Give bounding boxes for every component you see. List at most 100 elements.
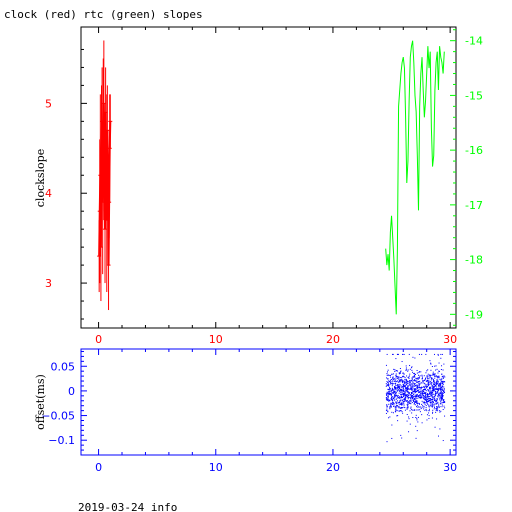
offset-point	[389, 404, 391, 406]
offset-point	[407, 369, 409, 371]
offset-point	[408, 380, 410, 382]
offset-point	[441, 378, 443, 380]
offset-point	[432, 386, 434, 388]
offset-point	[430, 362, 432, 364]
offset-point	[433, 408, 435, 410]
offset-point	[408, 381, 410, 383]
offset-point	[428, 398, 430, 400]
offset-point	[425, 399, 427, 401]
offset-point	[397, 395, 399, 397]
offset-point	[404, 382, 406, 384]
offset-point	[432, 409, 434, 411]
offset-point	[416, 372, 418, 374]
offset-point	[401, 394, 403, 396]
offset-point	[433, 405, 435, 407]
offset-point	[419, 380, 421, 382]
slopes-x-tick-label: 20	[326, 333, 340, 346]
offset-point	[419, 387, 421, 389]
offset-point	[399, 386, 401, 388]
offset-point	[406, 381, 408, 383]
offset-point	[427, 389, 429, 391]
offset-point	[415, 374, 417, 376]
offset-point	[429, 398, 431, 400]
offset-point	[434, 426, 436, 428]
offset-point	[407, 391, 409, 393]
slopes-y-tick-label-left: 3	[45, 277, 52, 290]
offset-point	[439, 393, 441, 395]
offset-point	[421, 422, 423, 424]
offset-point	[425, 394, 427, 396]
offset-point	[432, 387, 434, 389]
offset-point	[392, 388, 394, 390]
offset-point	[440, 396, 442, 398]
offset-point	[402, 376, 404, 378]
offset-point	[425, 408, 427, 410]
offset-point	[387, 378, 389, 380]
offset-point	[388, 392, 390, 394]
offset-point	[415, 394, 417, 396]
offset-point	[386, 377, 388, 379]
offset-point	[407, 396, 409, 398]
offset-point	[429, 386, 431, 388]
offset-point	[439, 396, 441, 398]
offset-point	[428, 404, 430, 406]
offset-point	[406, 400, 408, 402]
offset-point	[433, 385, 435, 387]
offset-point	[436, 407, 438, 409]
offset-point	[414, 382, 416, 384]
offset-point	[421, 403, 423, 405]
offset-point	[402, 386, 404, 388]
offset-point	[440, 382, 442, 384]
offset-point	[410, 409, 412, 411]
offset-point	[440, 383, 442, 385]
offset-point	[436, 398, 438, 400]
offset-point	[390, 394, 392, 396]
offset-point	[413, 385, 415, 387]
offset-point	[410, 391, 412, 393]
offset-point	[421, 377, 423, 379]
offset-point	[431, 390, 433, 392]
offset-point	[436, 418, 438, 420]
offset-point	[402, 402, 404, 404]
offset-point	[433, 381, 435, 383]
offset-point	[440, 403, 442, 405]
offset-point	[425, 397, 427, 399]
offset-point	[418, 377, 420, 379]
offset-point	[388, 391, 390, 393]
offset-point	[416, 388, 418, 390]
offset-point	[411, 396, 413, 398]
offset-point	[411, 412, 413, 414]
offset-point	[437, 393, 439, 395]
offset-point	[421, 400, 423, 402]
offset-point	[415, 395, 417, 397]
offset-point	[389, 380, 391, 382]
offset-point	[435, 382, 437, 384]
offset-point	[394, 395, 396, 397]
offset-point	[390, 381, 392, 383]
offset-point	[406, 390, 408, 392]
offset-point	[430, 393, 432, 395]
offset-point	[396, 405, 398, 407]
offset-point	[420, 408, 422, 410]
offset-point	[418, 396, 420, 398]
offset-point	[425, 397, 427, 399]
slopes-y-tick-label-right: -16	[465, 144, 483, 157]
offset-point	[401, 403, 403, 405]
offset-point	[433, 390, 435, 392]
offset-point	[433, 403, 435, 405]
offset-point	[415, 395, 417, 397]
offset-point	[414, 399, 416, 401]
offset-point	[426, 386, 428, 388]
offset-point	[388, 388, 390, 390]
offset-point	[417, 421, 419, 423]
offset-point	[435, 393, 437, 395]
offset-point	[436, 388, 438, 390]
offset-point	[441, 406, 443, 408]
offset-point	[414, 404, 416, 406]
offset-point	[403, 398, 405, 400]
offset-point	[393, 397, 395, 399]
offset-point	[394, 380, 396, 382]
offset-point	[416, 419, 418, 421]
offset-point	[404, 400, 406, 402]
offset-point	[428, 408, 430, 410]
